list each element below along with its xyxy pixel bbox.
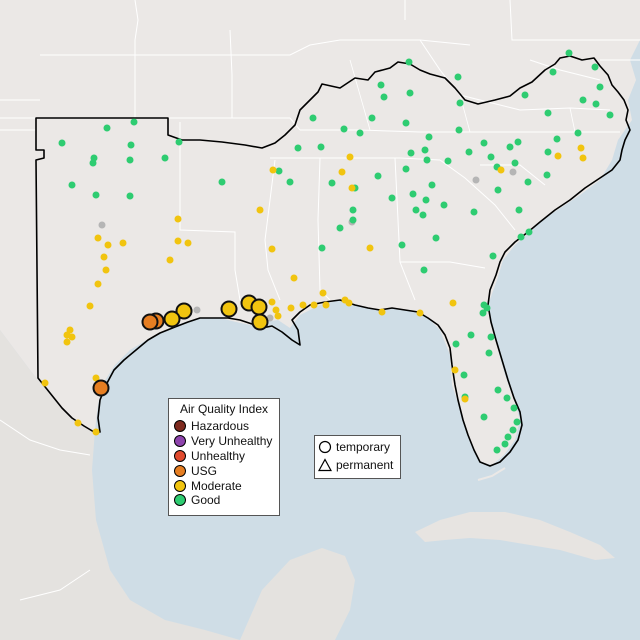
shape-legend-rows: temporary permanent <box>315 439 400 472</box>
legend-swatch <box>174 464 186 477</box>
legend-label: Good <box>191 493 221 508</box>
shape-legend-label: permanent <box>336 457 394 472</box>
shape-legend: temporary permanent <box>314 435 401 479</box>
legend-item: Hazardous <box>169 419 279 434</box>
legend-label: Very Unhealthy <box>191 434 273 449</box>
shape-legend-item: permanent <box>315 457 400 472</box>
legend-label: USG <box>191 463 218 478</box>
legend-item: Moderate <box>169 478 279 493</box>
legend-swatch <box>174 494 186 507</box>
legend-label: Hazardous <box>191 419 250 434</box>
cuba-landmass <box>415 512 615 560</box>
florida-keys <box>477 467 506 481</box>
state-borders <box>0 0 640 601</box>
mexico-landmass <box>0 330 240 640</box>
moderate-small-markers <box>41 144 587 436</box>
region-outline <box>35 55 631 467</box>
us-landmass <box>0 0 640 465</box>
legend-swatch <box>174 479 186 492</box>
legend-item: Good <box>169 493 279 508</box>
yucatan-landmass <box>240 548 355 640</box>
legend-item: USG <box>169 463 279 478</box>
legend-label: Unhealthy <box>191 448 246 463</box>
circle-icon <box>318 440 332 453</box>
legend-label: Moderate <box>191 478 242 493</box>
legend-swatch <box>174 449 186 462</box>
legend-title: Air Quality Index <box>179 402 269 416</box>
legend-swatch <box>174 435 186 448</box>
legend-rows: Hazardous Very Unhealthy Unhealthy USG Moder… <box>169 419 279 508</box>
legend-item: Unhealthy <box>169 449 279 464</box>
aqi-legend: Air Quality Index Hazardous Very Unhealth… <box>168 398 280 516</box>
shape-legend-item: temporary <box>315 439 400 454</box>
shape-legend-label: temporary <box>336 439 391 454</box>
legend-item: Very Unhealthy <box>169 434 279 449</box>
usg-markers <box>92 312 165 397</box>
triangle-icon <box>318 457 332 471</box>
moderate-large-markers <box>163 294 269 331</box>
legend-swatch <box>174 420 186 433</box>
